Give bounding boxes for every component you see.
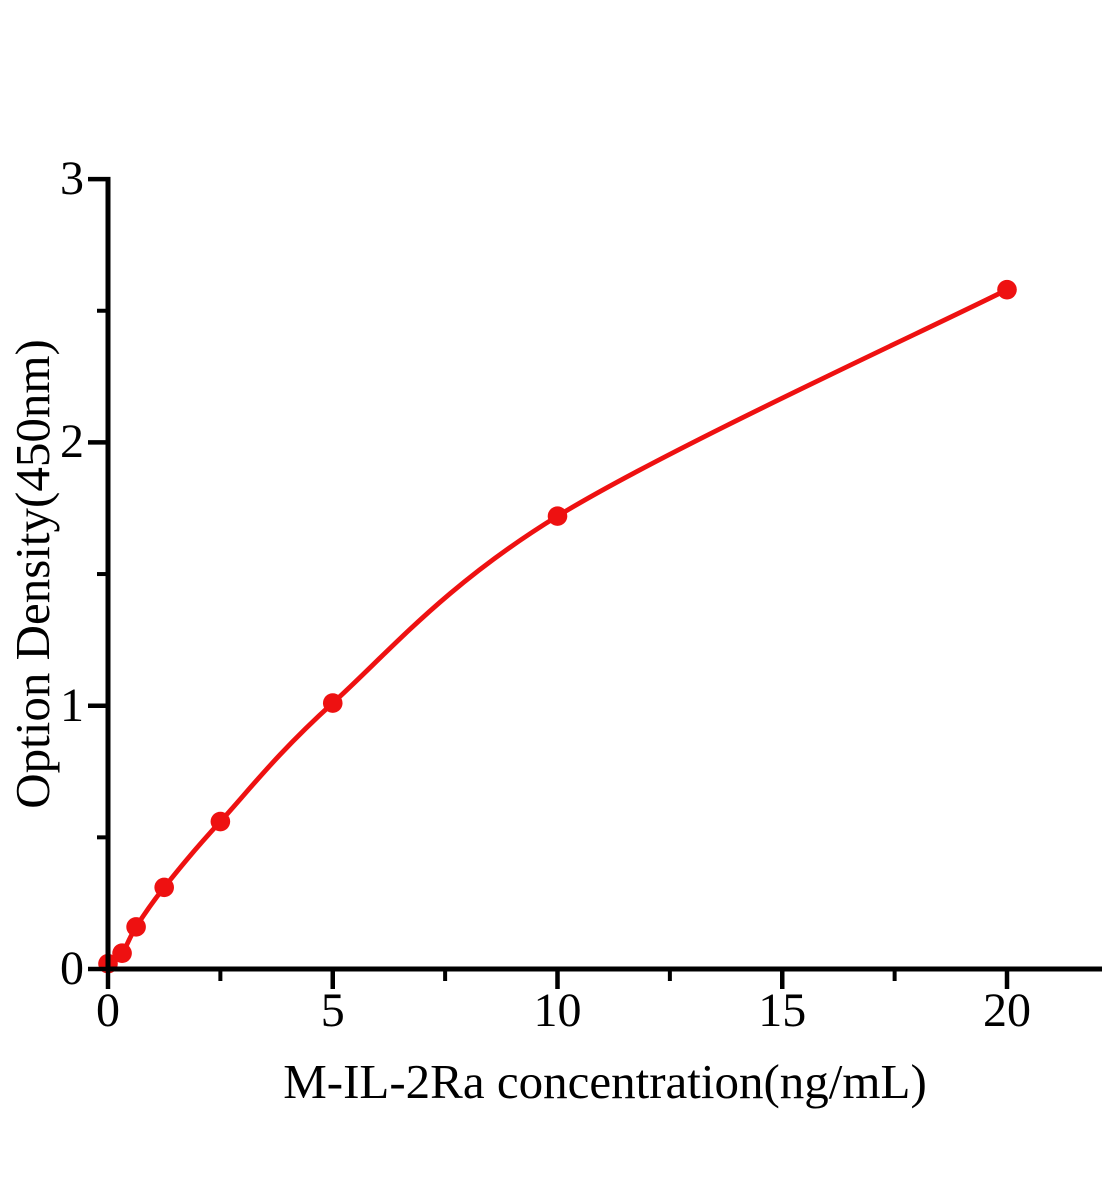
data-point-1.25ng bbox=[154, 877, 174, 898]
data-point-2.5ng bbox=[210, 811, 231, 832]
y-tick-label-2: 2 bbox=[60, 415, 84, 469]
x-tick-label-0: 0 bbox=[96, 984, 120, 1037]
data-point-0.313ng bbox=[112, 943, 132, 964]
x-tick-label-5: 5 bbox=[320, 984, 345, 1037]
data-series-layer bbox=[98, 279, 1017, 974]
y-axis-title: Option Density(450nm) bbox=[5, 339, 60, 809]
y-tick-label-3: 3 bbox=[60, 152, 84, 206]
data-point-markers bbox=[98, 279, 1017, 974]
x-axis-title: M-IL-2Ra concentration(ng/mL) bbox=[283, 1054, 927, 1109]
x-tick-label-10: 10 bbox=[533, 984, 582, 1037]
axes-layer bbox=[88, 176, 1102, 989]
data-point-20ng bbox=[997, 279, 1017, 300]
y-tick-label-0: 0 bbox=[60, 942, 84, 995]
x-tick-label-20: 20 bbox=[983, 984, 1031, 1037]
data-point-0.625ng bbox=[126, 917, 146, 937]
data-point-10ng bbox=[547, 506, 568, 526]
data-point-5ng bbox=[322, 693, 343, 713]
x-tick-label-15: 15 bbox=[758, 984, 807, 1037]
standard-curve-line bbox=[105, 287, 1010, 967]
y-tick-label-1: 1 bbox=[60, 678, 84, 732]
